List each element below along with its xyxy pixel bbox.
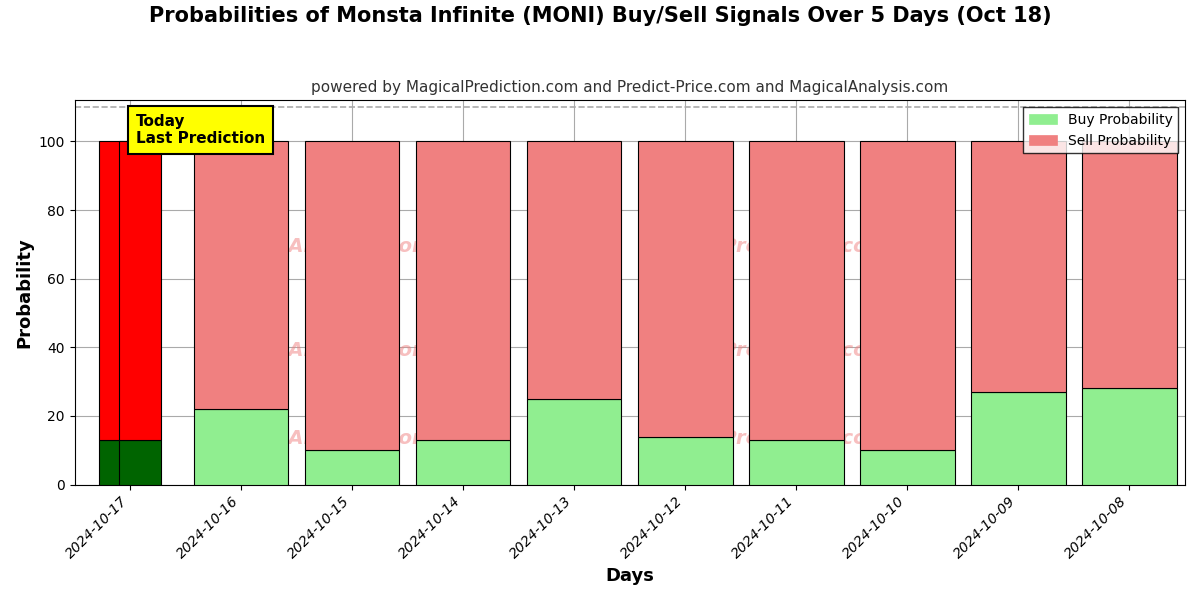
Bar bbox=[416, 440, 510, 485]
Bar bbox=[971, 392, 1066, 485]
Bar bbox=[1082, 388, 1177, 485]
Text: MagicalAnalysis.com: MagicalAnalysis.com bbox=[205, 237, 433, 256]
Bar bbox=[194, 142, 288, 409]
X-axis label: Days: Days bbox=[605, 567, 654, 585]
Bar bbox=[100, 440, 142, 485]
Bar bbox=[749, 440, 844, 485]
Text: MagicalPrediction.com: MagicalPrediction.com bbox=[638, 429, 888, 448]
Text: MagicalPrediction.com: MagicalPrediction.com bbox=[638, 237, 888, 256]
Y-axis label: Probability: Probability bbox=[16, 237, 34, 348]
Text: MagicalAnalysis.com: MagicalAnalysis.com bbox=[205, 429, 433, 448]
Legend: Buy Probability, Sell Probability: Buy Probability, Sell Probability bbox=[1024, 107, 1178, 154]
Bar bbox=[749, 142, 844, 440]
Bar bbox=[1082, 142, 1177, 388]
Bar bbox=[860, 450, 955, 485]
Bar bbox=[860, 142, 955, 450]
Text: Probabilities of Monsta Infinite (MONI) Buy/Sell Signals Over 5 Days (Oct 18): Probabilities of Monsta Infinite (MONI) … bbox=[149, 6, 1051, 26]
Text: MagicalAnalysis.com: MagicalAnalysis.com bbox=[205, 341, 433, 359]
Bar bbox=[100, 142, 142, 440]
Bar bbox=[527, 142, 622, 399]
Bar bbox=[119, 142, 161, 440]
Bar bbox=[971, 142, 1066, 392]
Bar bbox=[194, 409, 288, 485]
Title: powered by MagicalPrediction.com and Predict-Price.com and MagicalAnalysis.com: powered by MagicalPrediction.com and Pre… bbox=[311, 80, 948, 95]
Text: Today
Last Prediction: Today Last Prediction bbox=[136, 114, 265, 146]
Bar bbox=[305, 142, 400, 450]
Bar bbox=[416, 142, 510, 440]
Bar bbox=[305, 450, 400, 485]
Bar bbox=[527, 399, 622, 485]
Bar bbox=[119, 440, 161, 485]
Bar bbox=[638, 142, 732, 437]
Bar bbox=[638, 437, 732, 485]
Text: MagicalPrediction.com: MagicalPrediction.com bbox=[638, 341, 888, 359]
